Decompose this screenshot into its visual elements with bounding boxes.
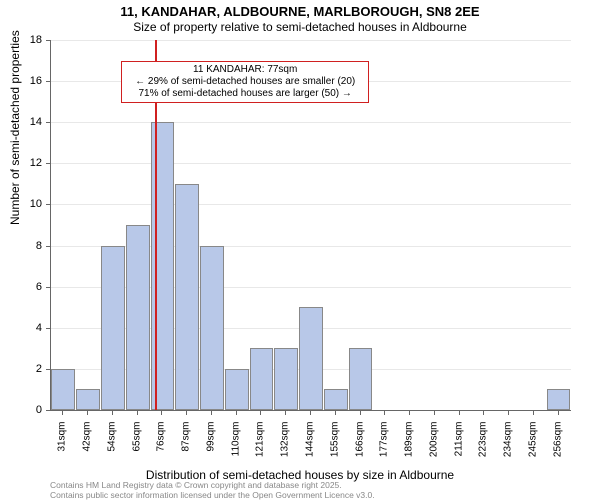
ytick-mark: [46, 328, 51, 329]
ytick-mark: [46, 287, 51, 288]
xtick-label: 245sqm: [527, 422, 538, 472]
xtick-label: 166sqm: [354, 422, 365, 472]
xtick-mark: [409, 410, 410, 415]
xtick-label: 65sqm: [131, 422, 142, 472]
grid-line: [51, 40, 571, 41]
xtick-label: 223sqm: [478, 422, 489, 472]
ytick-label: 10: [0, 198, 42, 210]
xtick-label: 211sqm: [453, 422, 464, 472]
xtick-mark: [137, 410, 138, 415]
histogram-bar: [51, 369, 75, 410]
histogram-bar: [101, 246, 125, 410]
histogram-bar: [274, 348, 298, 410]
histogram-bar: [250, 348, 274, 410]
grid-line: [51, 163, 571, 164]
callout-line-3: 71% of semi-detached houses are larger (…: [126, 88, 364, 100]
ytick-label: 12: [0, 157, 42, 169]
xtick-label: 189sqm: [404, 422, 415, 472]
xtick-mark: [384, 410, 385, 415]
ytick-label: 14: [0, 116, 42, 128]
xtick-mark: [335, 410, 336, 415]
histogram-bar: [126, 225, 150, 410]
xtick-mark: [260, 410, 261, 415]
ytick-label: 2: [0, 363, 42, 375]
xtick-mark: [360, 410, 361, 415]
xtick-label: 54sqm: [106, 422, 117, 472]
xtick-label: 31sqm: [57, 422, 68, 472]
xtick-mark: [186, 410, 187, 415]
xtick-label: 110sqm: [230, 422, 241, 472]
ytick-mark: [46, 163, 51, 164]
xtick-mark: [62, 410, 63, 415]
ytick-mark: [46, 40, 51, 41]
ytick-mark: [46, 369, 51, 370]
xtick-mark: [161, 410, 162, 415]
xtick-mark: [112, 410, 113, 415]
xtick-label: 144sqm: [305, 422, 316, 472]
ytick-label: 6: [0, 281, 42, 293]
xtick-mark: [310, 410, 311, 415]
ytick-label: 8: [0, 240, 42, 252]
footnote-line-2: Contains public sector information licen…: [50, 491, 375, 500]
histogram-bar: [547, 389, 571, 410]
histogram-bar: [349, 348, 373, 410]
histogram-bar: [299, 307, 323, 410]
xtick-label: 200sqm: [428, 422, 439, 472]
plot-area: 11 KANDAHAR: 77sqm← 29% of semi-detached…: [50, 40, 571, 411]
footnote: Contains HM Land Registry data © Crown c…: [50, 481, 375, 500]
xtick-mark: [285, 410, 286, 415]
grid-line: [51, 122, 571, 123]
ytick-mark: [46, 81, 51, 82]
xtick-label: 99sqm: [205, 422, 216, 472]
xtick-mark: [508, 410, 509, 415]
histogram-bar: [225, 369, 249, 410]
xtick-mark: [558, 410, 559, 415]
ytick-label: 4: [0, 322, 42, 334]
ytick-mark: [46, 204, 51, 205]
histogram-chart: 11, KANDAHAR, ALDBOURNE, MARLBOROUGH, SN…: [0, 0, 600, 500]
ytick-mark: [46, 410, 51, 411]
xtick-mark: [87, 410, 88, 415]
histogram-bar: [324, 389, 348, 410]
callout-line-2: ← 29% of semi-detached houses are smalle…: [126, 76, 364, 88]
ytick-mark: [46, 246, 51, 247]
chart-subtitle: Size of property relative to semi-detach…: [0, 20, 600, 34]
ytick-label: 16: [0, 75, 42, 87]
xtick-label: 177sqm: [379, 422, 390, 472]
ytick-label: 18: [0, 34, 42, 46]
xtick-mark: [459, 410, 460, 415]
histogram-bar: [175, 184, 199, 410]
xtick-mark: [533, 410, 534, 415]
grid-line: [51, 204, 571, 205]
xtick-mark: [211, 410, 212, 415]
xtick-label: 42sqm: [82, 422, 93, 472]
xtick-mark: [483, 410, 484, 415]
xtick-label: 132sqm: [280, 422, 291, 472]
histogram-bar: [76, 389, 100, 410]
histogram-bar: [200, 246, 224, 410]
xtick-label: 234sqm: [503, 422, 514, 472]
xtick-mark: [434, 410, 435, 415]
xtick-mark: [236, 410, 237, 415]
callout-box: 11 KANDAHAR: 77sqm← 29% of semi-detached…: [121, 61, 369, 103]
xtick-label: 121sqm: [255, 422, 266, 472]
xtick-label: 155sqm: [329, 422, 340, 472]
xtick-label: 256sqm: [552, 422, 563, 472]
ytick-label: 0: [0, 404, 42, 416]
xtick-label: 76sqm: [156, 422, 167, 472]
xtick-label: 87sqm: [181, 422, 192, 472]
ytick-mark: [46, 122, 51, 123]
callout-line-1: 11 KANDAHAR: 77sqm: [126, 64, 364, 76]
chart-title: 11, KANDAHAR, ALDBOURNE, MARLBOROUGH, SN…: [0, 4, 600, 19]
